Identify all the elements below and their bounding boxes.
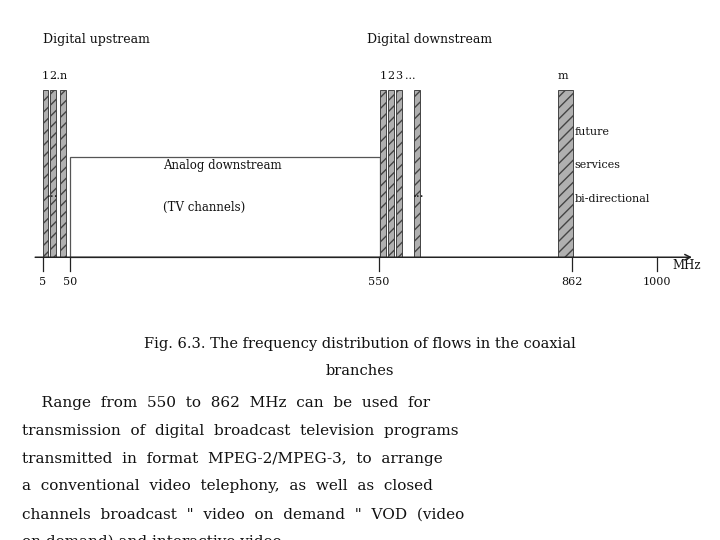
Text: 550: 550 — [369, 278, 390, 287]
Text: services: services — [575, 160, 621, 170]
Bar — [558, 90, 573, 257]
Text: 5: 5 — [39, 278, 46, 287]
Text: 862: 862 — [561, 278, 582, 287]
Text: 3: 3 — [395, 71, 402, 82]
Text: (TV channels): (TV channels) — [163, 200, 246, 213]
Text: ...: ... — [413, 187, 425, 200]
Text: branches: branches — [325, 363, 395, 377]
Text: ...: ... — [48, 187, 59, 200]
Text: 2: 2 — [49, 71, 56, 82]
Text: MHz: MHz — [672, 259, 701, 272]
Text: transmission  of  digital  broadcast  television  programs: transmission of digital broadcast televi… — [22, 424, 458, 438]
Text: bi-directional: bi-directional — [575, 194, 650, 204]
Text: Digital upstream: Digital upstream — [42, 33, 150, 46]
Text: Digital downstream: Digital downstream — [366, 33, 492, 46]
Text: ...: ... — [405, 71, 415, 82]
Text: a  conventional  video  telephony,  as  well  as  closed: a conventional video telephony, as well … — [22, 480, 433, 494]
Text: ...: ... — [53, 71, 64, 82]
Bar — [396, 90, 402, 257]
Text: 50: 50 — [63, 278, 78, 287]
Text: on demand) and interactive video .: on demand) and interactive video . — [22, 535, 291, 540]
Text: 1: 1 — [42, 71, 49, 82]
Text: transmitted  in  format  MPEG-2/MPEG-3,  to  arrange: transmitted in format MPEG-2/MPEG-3, to … — [22, 452, 442, 466]
Bar — [414, 90, 420, 257]
Text: 2: 2 — [387, 71, 395, 82]
Bar — [379, 90, 386, 257]
Text: Range  from  550  to  862  MHz  can  be  used  for: Range from 550 to 862 MHz can be used fo… — [22, 396, 430, 410]
Text: m: m — [557, 71, 568, 82]
Text: future: future — [575, 127, 610, 137]
Bar — [60, 90, 66, 257]
Text: channels  broadcast  "  video  on  demand  "  VOD  (video: channels broadcast " video on demand " V… — [22, 507, 464, 521]
Bar — [42, 90, 48, 257]
Text: Fig. 6.3. The frequency distribution of flows in the coaxial: Fig. 6.3. The frequency distribution of … — [144, 337, 576, 351]
Text: n: n — [60, 71, 67, 82]
Text: 1: 1 — [379, 71, 387, 82]
Text: Analog downstream: Analog downstream — [163, 159, 282, 172]
Text: 1000: 1000 — [642, 278, 671, 287]
Bar — [71, 157, 379, 257]
Bar — [387, 90, 394, 257]
Bar — [50, 90, 55, 257]
